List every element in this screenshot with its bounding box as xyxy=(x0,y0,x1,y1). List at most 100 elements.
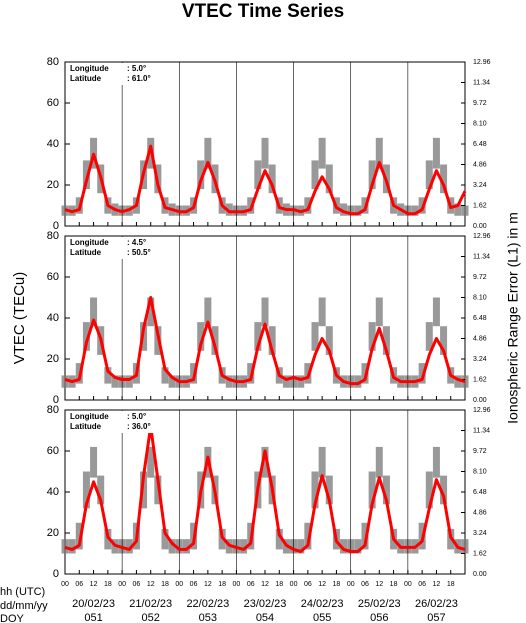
info-label: Longitude xyxy=(70,412,109,421)
date-label: 21/02/23 xyxy=(129,598,172,610)
y2-axis-label: Ionospheric Range Error (L1) in m xyxy=(505,212,521,424)
y2-tick-label: 6.48 xyxy=(473,315,487,322)
y2-tick-label: 1.62 xyxy=(473,376,487,383)
y2-tick-label: 3.24 xyxy=(473,182,487,189)
y2-tick-label: 4.86 xyxy=(473,509,487,516)
x-tick-label: 18 xyxy=(390,581,398,588)
y-tick-label: 0 xyxy=(53,568,59,580)
x-tick-label: 00 xyxy=(118,581,126,588)
x-tick-label: 00 xyxy=(61,581,69,588)
x-tick-label: 12 xyxy=(147,581,155,588)
y2-tick-label: 11.34 xyxy=(473,427,490,434)
doy-label: 055 xyxy=(313,612,331,623)
x-tick-label: 18 xyxy=(218,581,226,588)
info-label: Longitude xyxy=(70,64,109,73)
x-tick-label: 06 xyxy=(361,581,369,588)
y-tick-label: 0 xyxy=(53,220,59,232)
x-tick-label: 06 xyxy=(75,581,83,588)
x-tick-label: 12 xyxy=(90,581,98,588)
info-label: Latitude xyxy=(70,248,102,257)
vtec-line xyxy=(64,424,466,553)
y2-tick-label: 8.10 xyxy=(473,468,487,475)
x-tick-label: 18 xyxy=(104,581,112,588)
y2-tick-label: 6.48 xyxy=(473,489,487,496)
y2-tick-label: 0.00 xyxy=(473,223,487,230)
x-tick-label: 06 xyxy=(304,581,312,588)
vtec-line xyxy=(64,144,467,216)
x-tick-label: 06 xyxy=(133,581,141,588)
info-box xyxy=(66,63,158,85)
x-tick-label: 00 xyxy=(290,581,298,588)
x-tick-label: 12 xyxy=(318,581,326,588)
info-value: : 61.0° xyxy=(127,74,151,83)
y-tick-label: 20 xyxy=(47,527,59,539)
info-box xyxy=(66,237,158,259)
y2-tick-label: 8.10 xyxy=(473,120,487,127)
y2-tick-label: 12.96 xyxy=(473,233,491,240)
info-value: : 50.5° xyxy=(127,248,151,257)
y-tick-label: 40 xyxy=(47,486,59,498)
y2-tick-label: 3.24 xyxy=(473,356,487,363)
y2-tick-label: 6.48 xyxy=(473,141,487,148)
y-tick-label: 60 xyxy=(47,271,59,283)
y2-tick-label: 11.34 xyxy=(473,253,490,260)
y2-tick-label: 3.24 xyxy=(473,530,487,537)
date-label: 20/02/23 xyxy=(72,598,115,610)
y2-tick-label: 1.62 xyxy=(473,202,487,209)
doy-label: 057 xyxy=(427,612,445,623)
y2-tick-label: 12.96 xyxy=(473,407,491,414)
date-label: 22/02/23 xyxy=(186,598,229,610)
y2-tick-label: 1.62 xyxy=(473,550,487,557)
x-tick-label: 00 xyxy=(404,581,412,588)
y2-tick-label: 9.72 xyxy=(473,100,487,107)
y2-tick-label: 11.34 xyxy=(473,79,490,86)
y-tick-label: 60 xyxy=(47,445,59,457)
y2-tick-label: 4.86 xyxy=(473,335,487,342)
y-tick-label: 80 xyxy=(47,56,59,68)
y-tick-label: 80 xyxy=(47,404,59,416)
info-label: Latitude xyxy=(70,422,102,431)
x-tick-label: 06 xyxy=(247,581,255,588)
y-tick-label: 80 xyxy=(47,230,59,242)
doy-label: 052 xyxy=(142,612,160,623)
doy-label: 056 xyxy=(370,612,388,623)
info-value: : 36.0° xyxy=(127,422,151,431)
x-tick-label: 00 xyxy=(175,581,183,588)
y2-tick-label: 8.10 xyxy=(473,294,487,301)
y2-tick-label: 0.00 xyxy=(473,397,487,404)
x-tick-label: 18 xyxy=(161,581,169,588)
y2-tick-label: 9.72 xyxy=(473,274,487,281)
y2-tick-label: 4.86 xyxy=(473,161,487,168)
doy-label: 054 xyxy=(256,612,274,623)
x-tick-label: 12 xyxy=(204,581,212,588)
y-tick-label: 60 xyxy=(47,97,59,109)
info-box xyxy=(66,411,158,433)
x-tick-label: 00 xyxy=(233,581,241,588)
y-axis-label: VTEC (TECu) xyxy=(11,272,28,365)
x-tick-label: 12 xyxy=(433,581,441,588)
y-tick-label: 20 xyxy=(47,353,59,365)
info-value: : 4.5° xyxy=(127,238,146,247)
x-tick-label: 18 xyxy=(333,581,341,588)
x-tick-label: 12 xyxy=(375,581,383,588)
x-tick-label: 06 xyxy=(418,581,426,588)
x-tick-label: 00 xyxy=(347,581,355,588)
date-label: 23/02/23 xyxy=(244,598,287,610)
y-tick-label: 40 xyxy=(47,312,59,324)
y-tick-label: 20 xyxy=(47,179,59,191)
y-tick-label: 40 xyxy=(47,138,59,150)
info-value: : 5.0° xyxy=(127,64,146,73)
y2-tick-label: 9.72 xyxy=(473,448,487,455)
doy-label: 051 xyxy=(84,612,102,623)
date-label: 25/02/23 xyxy=(358,598,401,610)
y2-tick-label: 12.96 xyxy=(473,59,491,66)
info-label: Longitude xyxy=(70,238,109,247)
date-label: 26/02/23 xyxy=(415,598,458,610)
info-label: Latitude xyxy=(70,74,102,83)
date-label: 24/02/23 xyxy=(301,598,344,610)
x-tick-label: 12 xyxy=(261,581,269,588)
y2-tick-label: 0.00 xyxy=(473,571,487,578)
x-tick-label: 06 xyxy=(190,581,198,588)
y-tick-label: 0 xyxy=(53,394,59,406)
